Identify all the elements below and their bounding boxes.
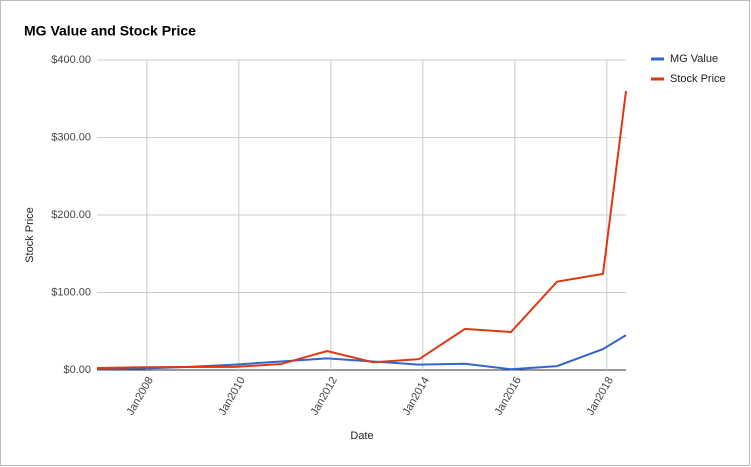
y-tick-label: $0.00 <box>63 364 91 376</box>
x-axis-label: Date <box>350 430 373 442</box>
legend-label: Stock Price <box>670 73 726 85</box>
chart-title: MG Value and Stock Price <box>24 23 196 39</box>
series-line <box>96 90 627 369</box>
legend-label: MG Value <box>670 53 718 65</box>
y-tick-label: $400.00 <box>51 54 91 66</box>
y-tick-label: $100.00 <box>51 286 91 298</box>
y-tick-label: $200.00 <box>51 209 91 221</box>
y-axis-label: Stock Price <box>24 207 36 263</box>
y-tick-label: $300.00 <box>51 131 91 143</box>
